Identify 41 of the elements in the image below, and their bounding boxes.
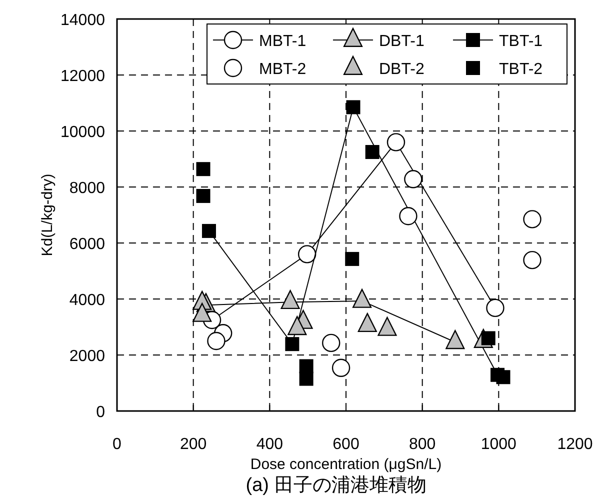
point: [298, 245, 316, 264]
text: (a) 田子の浦港堆積物: [246, 475, 426, 496]
y-tick-label: 12000: [60, 68, 106, 85]
x-axis-title: Dose concentration (μgSn/L): [250, 456, 442, 473]
point: [496, 370, 510, 384]
point: [346, 100, 360, 114]
y-tick-label: 14000: [60, 12, 106, 29]
x-tick-label: 0: [112, 436, 122, 453]
y-tick-label: 10000: [60, 124, 106, 141]
point: [365, 145, 380, 159]
x-tick-label: 1200: [557, 436, 593, 453]
point: [345, 252, 360, 266]
legend-label: MBT-1: [259, 33, 306, 50]
legend-label: TBT-2: [499, 61, 543, 78]
point: [523, 250, 542, 270]
x-tick-label: 800: [408, 436, 436, 453]
point: [386, 133, 406, 152]
x-tick-label: 600: [332, 436, 360, 453]
legend-label: MBT-2: [259, 61, 306, 78]
legend-label: TBT-1: [499, 33, 543, 50]
y-tick-label: 6000: [69, 236, 106, 253]
point: [299, 372, 314, 386]
x-tick-label: 1000: [480, 436, 517, 453]
x-tick-label: 400: [256, 436, 284, 453]
y-tick-label: 2000: [69, 348, 106, 365]
legend-label: DBT-1: [379, 33, 424, 50]
point: [196, 162, 210, 176]
point: [196, 188, 210, 203]
point: [404, 170, 422, 188]
x-tick-label: 200: [180, 436, 207, 453]
point: [523, 210, 542, 228]
y-tick-label: 0: [96, 404, 106, 421]
y-axis-title: Kd(L/kg-dry): [39, 174, 56, 256]
legend-label: DBT-2: [379, 61, 424, 78]
y-tick-label: 4000: [69, 292, 106, 309]
point: [202, 224, 216, 238]
point: [332, 358, 350, 377]
point: [486, 298, 504, 318]
point: [299, 359, 314, 374]
y-tick-label: 8000: [69, 180, 106, 197]
point: [399, 207, 418, 226]
